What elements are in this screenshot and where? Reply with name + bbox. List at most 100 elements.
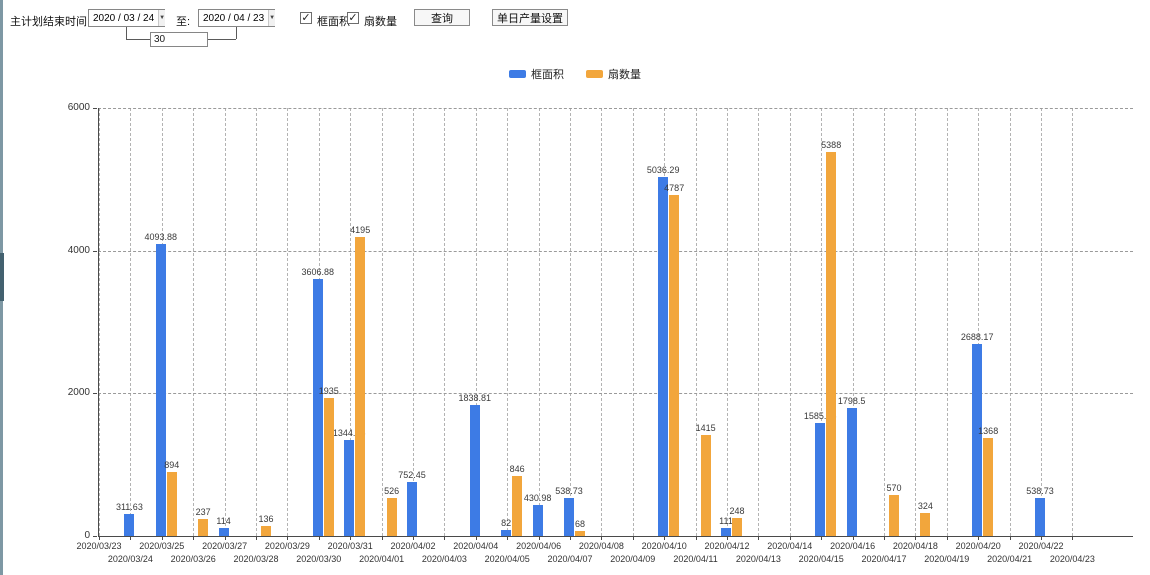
vertical-gridline [727, 108, 728, 536]
date-from-dropdown-button[interactable]: ▼ [158, 10, 166, 26]
x-axis-label: 2020/03/25 [139, 541, 185, 551]
vertical-gridline [758, 108, 760, 536]
date-to-picker[interactable]: 2020 / 04 / 23 ▼ [198, 9, 276, 27]
x-axis-tick [852, 537, 854, 540]
bar-扇数量-2020/04/12 [732, 518, 742, 536]
fan-count-checkbox-label: 扇数量 [364, 16, 397, 28]
bar-value-label: 1368 [978, 426, 999, 437]
vertical-gridline [444, 108, 446, 536]
vertical-gridline [193, 108, 195, 536]
x-axis-tick [193, 537, 195, 540]
x-axis-tick [224, 537, 226, 540]
chart-legend: 框面积 扇数量 [0, 66, 1150, 82]
daily-output-settings-button[interactable]: 单日产量设置 [492, 9, 568, 26]
bar-value-label: 430.98 [523, 493, 552, 504]
x-axis-label: 2020/04/04 [453, 541, 499, 551]
vertical-gridline [915, 108, 917, 536]
date-to-value: 2020 / 04 / 23 [203, 12, 265, 24]
bar-框面积-2020/04/10 [658, 176, 669, 536]
bar-value-label: 311.63 [115, 501, 143, 512]
x-axis-label: 2020/04/19 [924, 554, 970, 564]
bar-框面积-2020/03/30 [312, 278, 323, 536]
x-axis-label: 2020/04/10 [641, 541, 687, 551]
x-axis-label: 2020/04/15 [798, 554, 844, 564]
x-axis-label: 2020/04/08 [578, 541, 624, 551]
x-axis-tick [99, 537, 100, 540]
frame-area-checkbox-label: 框面积 [317, 16, 350, 28]
x-axis-tick [915, 537, 917, 540]
vertical-gridline [475, 108, 477, 536]
x-axis-tick [632, 537, 634, 540]
x-axis-tick [1009, 537, 1011, 540]
bar-框面积-2020/04/04 [469, 404, 480, 536]
x-axis-tick [978, 537, 980, 540]
y-axis-label: 6000 [67, 102, 90, 113]
legend-label: 框面积 [531, 69, 564, 81]
vertical-gridline [821, 108, 823, 536]
x-axis-tick [1041, 537, 1042, 540]
date-from-picker[interactable]: 2020 / 03 / 24 ▼ [88, 9, 166, 27]
x-axis-label: 2020/04/23 [1049, 554, 1095, 564]
bar-扇数量-2020/04/05 [512, 475, 523, 536]
bar-value-label: 4093.88 [144, 231, 178, 242]
query-button[interactable]: 查询 [414, 9, 470, 26]
panel-splitter-handle[interactable] [0, 253, 4, 301]
bar-框面积-2020/03/25 [155, 243, 166, 536]
date-to-dropdown-button[interactable]: ▼ [268, 10, 276, 26]
legend-item-1[interactable]: 扇数量 [586, 66, 641, 82]
legend-item-0[interactable]: 框面积 [509, 66, 564, 82]
bar-扇数量-2020/04/10 [669, 194, 680, 536]
frame-area-checkbox[interactable]: ✓ [300, 12, 312, 24]
bar-value-label: 1415 [695, 423, 716, 434]
legend-swatch-icon [586, 70, 603, 78]
vertical-gridline [256, 108, 257, 536]
bar-value-label: 526 [384, 486, 400, 497]
bar-value-label: 111 [719, 516, 733, 527]
y-axis-tick [93, 250, 97, 252]
bar-框面积-2020/04/02 [407, 482, 417, 536]
interval-days-input[interactable]: 30 [150, 32, 208, 47]
bar-value-label: 2688.17 [960, 332, 994, 343]
bar-value-label: 894 [164, 460, 180, 471]
fan-count-checkbox[interactable]: ✓ [347, 12, 359, 24]
bar-扇数量-2020/04/17 [889, 495, 899, 536]
x-axis-tick [538, 537, 540, 540]
x-axis-label: 2020/04/03 [421, 554, 467, 564]
vertical-gridline [350, 108, 352, 536]
x-axis-tick [130, 537, 132, 540]
checkmark-icon: ✓ [301, 11, 311, 24]
bar-扇数量-2020/03/26 [198, 519, 209, 536]
bar-value-label: 136 [258, 514, 274, 525]
vertical-gridline [381, 108, 383, 536]
bar-扇数量-2020/03/30 [323, 397, 334, 536]
x-axis-label: 2020/03/24 [107, 554, 153, 564]
bar-value-label: 752.45 [398, 470, 426, 481]
bar-扇数量-2020/04/15 [826, 151, 837, 536]
bar-value-label: 4195 [350, 224, 371, 235]
bar-扇数量-2020/04/20 [983, 438, 994, 536]
x-axis-tick [287, 537, 289, 540]
bar-框面积-2020/04/05 [501, 530, 512, 536]
bar-框面积-2020/04/22 [1035, 497, 1045, 536]
x-axis-tick [256, 537, 257, 540]
bar-value-label: 3606.88 [301, 266, 335, 277]
x-axis-label: 2020/03/30 [296, 554, 342, 564]
vertical-gridline [224, 108, 226, 536]
x-axis-label: 2020/04/01 [359, 554, 405, 564]
x-axis-label: 2020/04/06 [516, 541, 562, 551]
bar-value-label: 68 [574, 519, 586, 530]
bar-value-label: 570 [886, 483, 902, 494]
x-axis-tick [758, 537, 760, 540]
bar-value-label: 4787 [664, 182, 685, 193]
bar-value-label: 1344.95 [332, 428, 366, 439]
horizontal-gridline [98, 250, 1133, 252]
vertical-gridline [1009, 108, 1011, 536]
bar-value-label: 538.73 [555, 485, 583, 496]
checkmark-icon: ✓ [348, 11, 358, 24]
x-axis-tick [884, 537, 885, 540]
bar-扇数量-2020/04/18 [920, 512, 931, 536]
vertical-gridline [1041, 108, 1042, 536]
x-axis-tick [381, 537, 383, 540]
x-axis-label: 2020/04/20 [955, 541, 1001, 551]
legend-swatch-icon [509, 70, 526, 78]
